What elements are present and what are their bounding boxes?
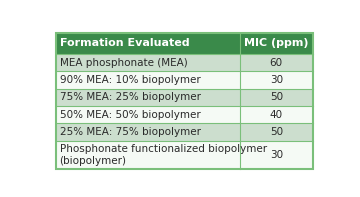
Text: Phosphonate functionalized biopolymer
(biopolymer): Phosphonate functionalized biopolymer (b… (59, 144, 267, 166)
Text: 30: 30 (270, 150, 283, 160)
Text: 50: 50 (270, 127, 283, 137)
Text: 90% MEA: 10% biopolymer: 90% MEA: 10% biopolymer (59, 75, 200, 85)
Text: 50: 50 (270, 92, 283, 102)
Text: 25% MEA: 75% biopolymer: 25% MEA: 75% biopolymer (59, 127, 201, 137)
Text: 50% MEA: 50% biopolymer: 50% MEA: 50% biopolymer (59, 110, 200, 120)
Bar (56, 106, 313, 123)
Text: MIC (ppm): MIC (ppm) (244, 38, 309, 48)
Bar (56, 54, 313, 71)
Text: MEA phosphonate (MEA): MEA phosphonate (MEA) (59, 58, 187, 68)
Bar (240, 33, 313, 54)
Bar (56, 71, 313, 89)
Bar (56, 123, 313, 141)
Text: 30: 30 (270, 75, 283, 85)
Text: Formation Evaluated: Formation Evaluated (59, 38, 189, 48)
Text: 60: 60 (270, 58, 283, 68)
Bar (56, 33, 313, 169)
Text: 75% MEA: 25% biopolymer: 75% MEA: 25% biopolymer (59, 92, 201, 102)
Bar (56, 89, 313, 106)
Text: 40: 40 (270, 110, 283, 120)
Bar (56, 33, 240, 54)
Bar (56, 141, 313, 169)
